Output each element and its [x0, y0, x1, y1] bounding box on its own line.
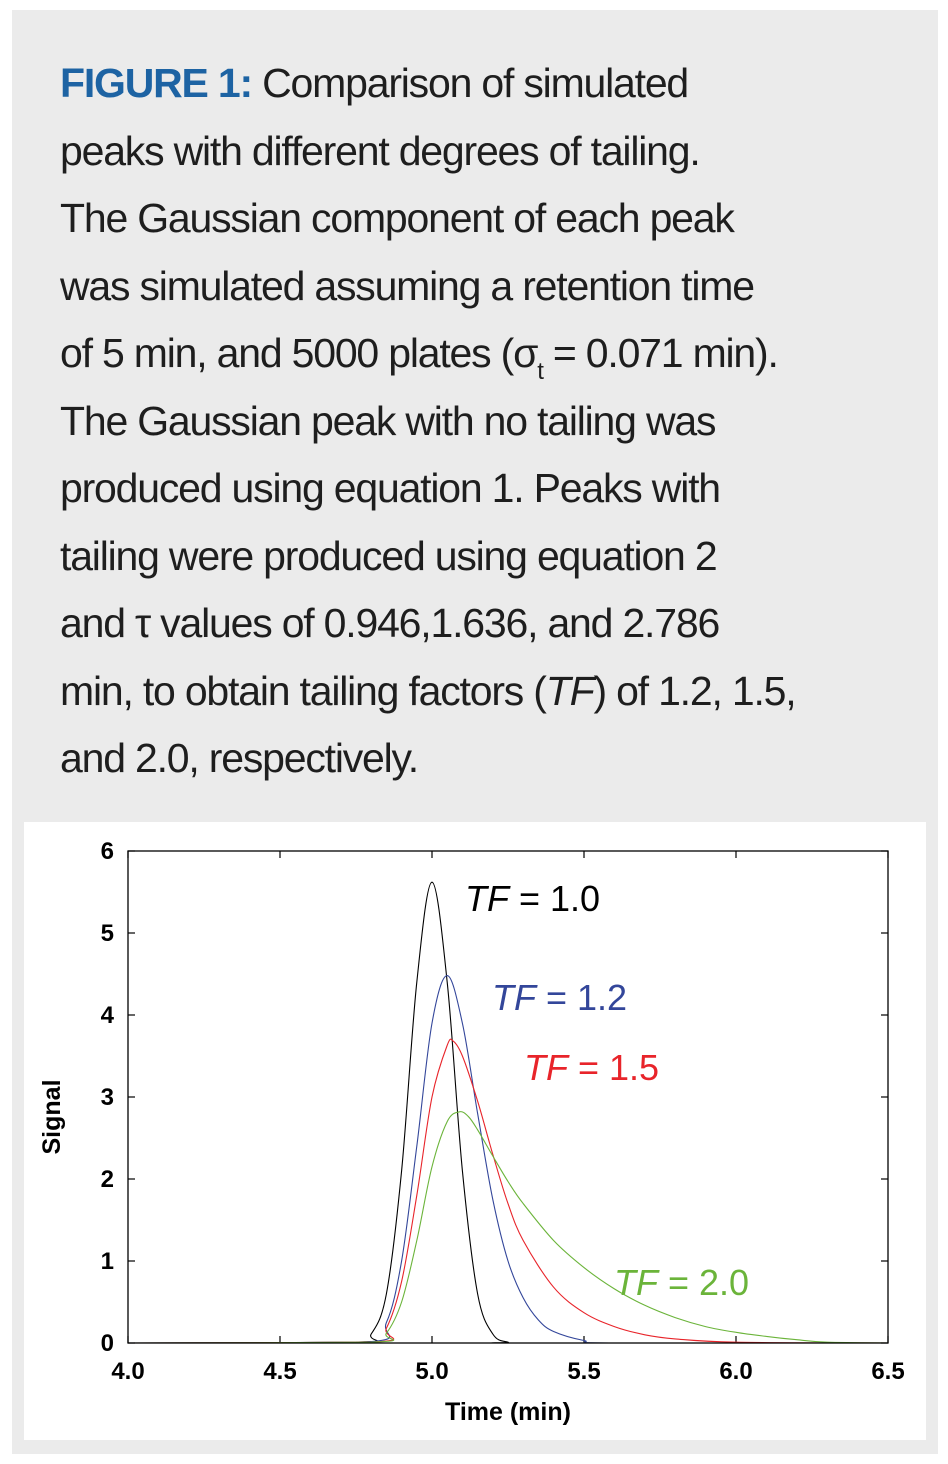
- caption-line: min, to obtain tailing factors (TF) of 1…: [60, 658, 910, 726]
- caption-text: ) of 1.2, 1.5,: [593, 667, 796, 714]
- caption-text: Comparison of simulated: [251, 60, 689, 106]
- caption-line: and τ values of 0.946,1.636, and 2.786: [60, 600, 720, 646]
- caption-line: The Gaussian peak with no tailing was: [60, 397, 716, 444]
- x-tick-label: 5.5: [567, 1358, 600, 1385]
- series-label-italic: TF: [465, 878, 511, 919]
- caption-text: of 5 min, and 5000 plates (σ: [60, 330, 538, 376]
- series-label: TF = 1.0: [465, 878, 600, 919]
- y-tick-label: 0: [101, 1330, 114, 1357]
- x-tick-label: 4.5: [263, 1358, 296, 1385]
- x-tick-label: 4.0: [111, 1358, 144, 1385]
- y-tick-label: 2: [101, 1166, 114, 1193]
- chart-area: 4.0 4.5 5.0 5.5 6.0 6.5 0 1 2 3 4 5 6 TF = 1.0 TF = 1…: [24, 822, 926, 1440]
- x-tick-label: 5.0: [415, 1358, 448, 1385]
- y-tick-label: 5: [101, 920, 114, 947]
- series-line: [127, 1111, 889, 1344]
- figure-caption: FIGURE 1: Comparison of simulated peaks …: [60, 50, 910, 793]
- x-tick-label: 6.5: [871, 1358, 904, 1385]
- series-label-italic: TF: [492, 977, 538, 1018]
- y-tick-label: 3: [101, 1084, 114, 1111]
- caption-text: min, to obtain tailing factors (: [60, 667, 547, 714]
- caption-line: and 2.0, respectively.: [60, 735, 419, 781]
- series-label: TF = 1.5: [524, 1047, 659, 1088]
- series-line: [127, 881, 888, 1344]
- series-label-value: = 2.0: [658, 1262, 749, 1303]
- x-tick-label: 6.0: [719, 1358, 752, 1385]
- caption-line: FIGURE 1: Comparison of simulated: [60, 50, 910, 118]
- caption-line: was simulated assuming a retention time: [60, 262, 755, 309]
- caption-line: of 5 min, and 5000 plates (σt = 0.071 mi…: [60, 320, 910, 388]
- sigma-subscript: t: [537, 358, 544, 385]
- y-axis-label: Signal: [38, 1079, 66, 1154]
- caption-line: peaks with different degrees of tailing.: [60, 127, 701, 174]
- plot-frame: [127, 850, 889, 1344]
- series-label: TF = 1.2: [492, 977, 627, 1018]
- caption-line: The Gaussian component of each peak: [60, 195, 735, 241]
- series-label-italic: TF: [614, 1262, 660, 1303]
- caption-line: tailing were produced using equation 2: [60, 532, 718, 579]
- series-label: TF = 2.0: [614, 1262, 749, 1303]
- series-label-value: = 1.0: [509, 878, 600, 919]
- caption-text: = 0.071 min).: [542, 330, 779, 376]
- series-label-value: = 1.5: [568, 1047, 659, 1088]
- series-line: [127, 975, 888, 1344]
- caption-line: produced using equation 1. Peaks with: [60, 465, 721, 511]
- series-line: [127, 1038, 889, 1344]
- figure-label: FIGURE 1:: [60, 60, 253, 106]
- y-tick-label: 6: [101, 838, 114, 865]
- series-label-value: = 1.2: [536, 977, 627, 1018]
- caption-text: TF: [545, 667, 595, 714]
- x-axis-label: Time (min): [445, 1398, 571, 1426]
- y-tick-label: 4: [101, 1002, 115, 1029]
- y-tick-label: 1: [101, 1248, 114, 1275]
- series-label-italic: TF: [524, 1047, 570, 1088]
